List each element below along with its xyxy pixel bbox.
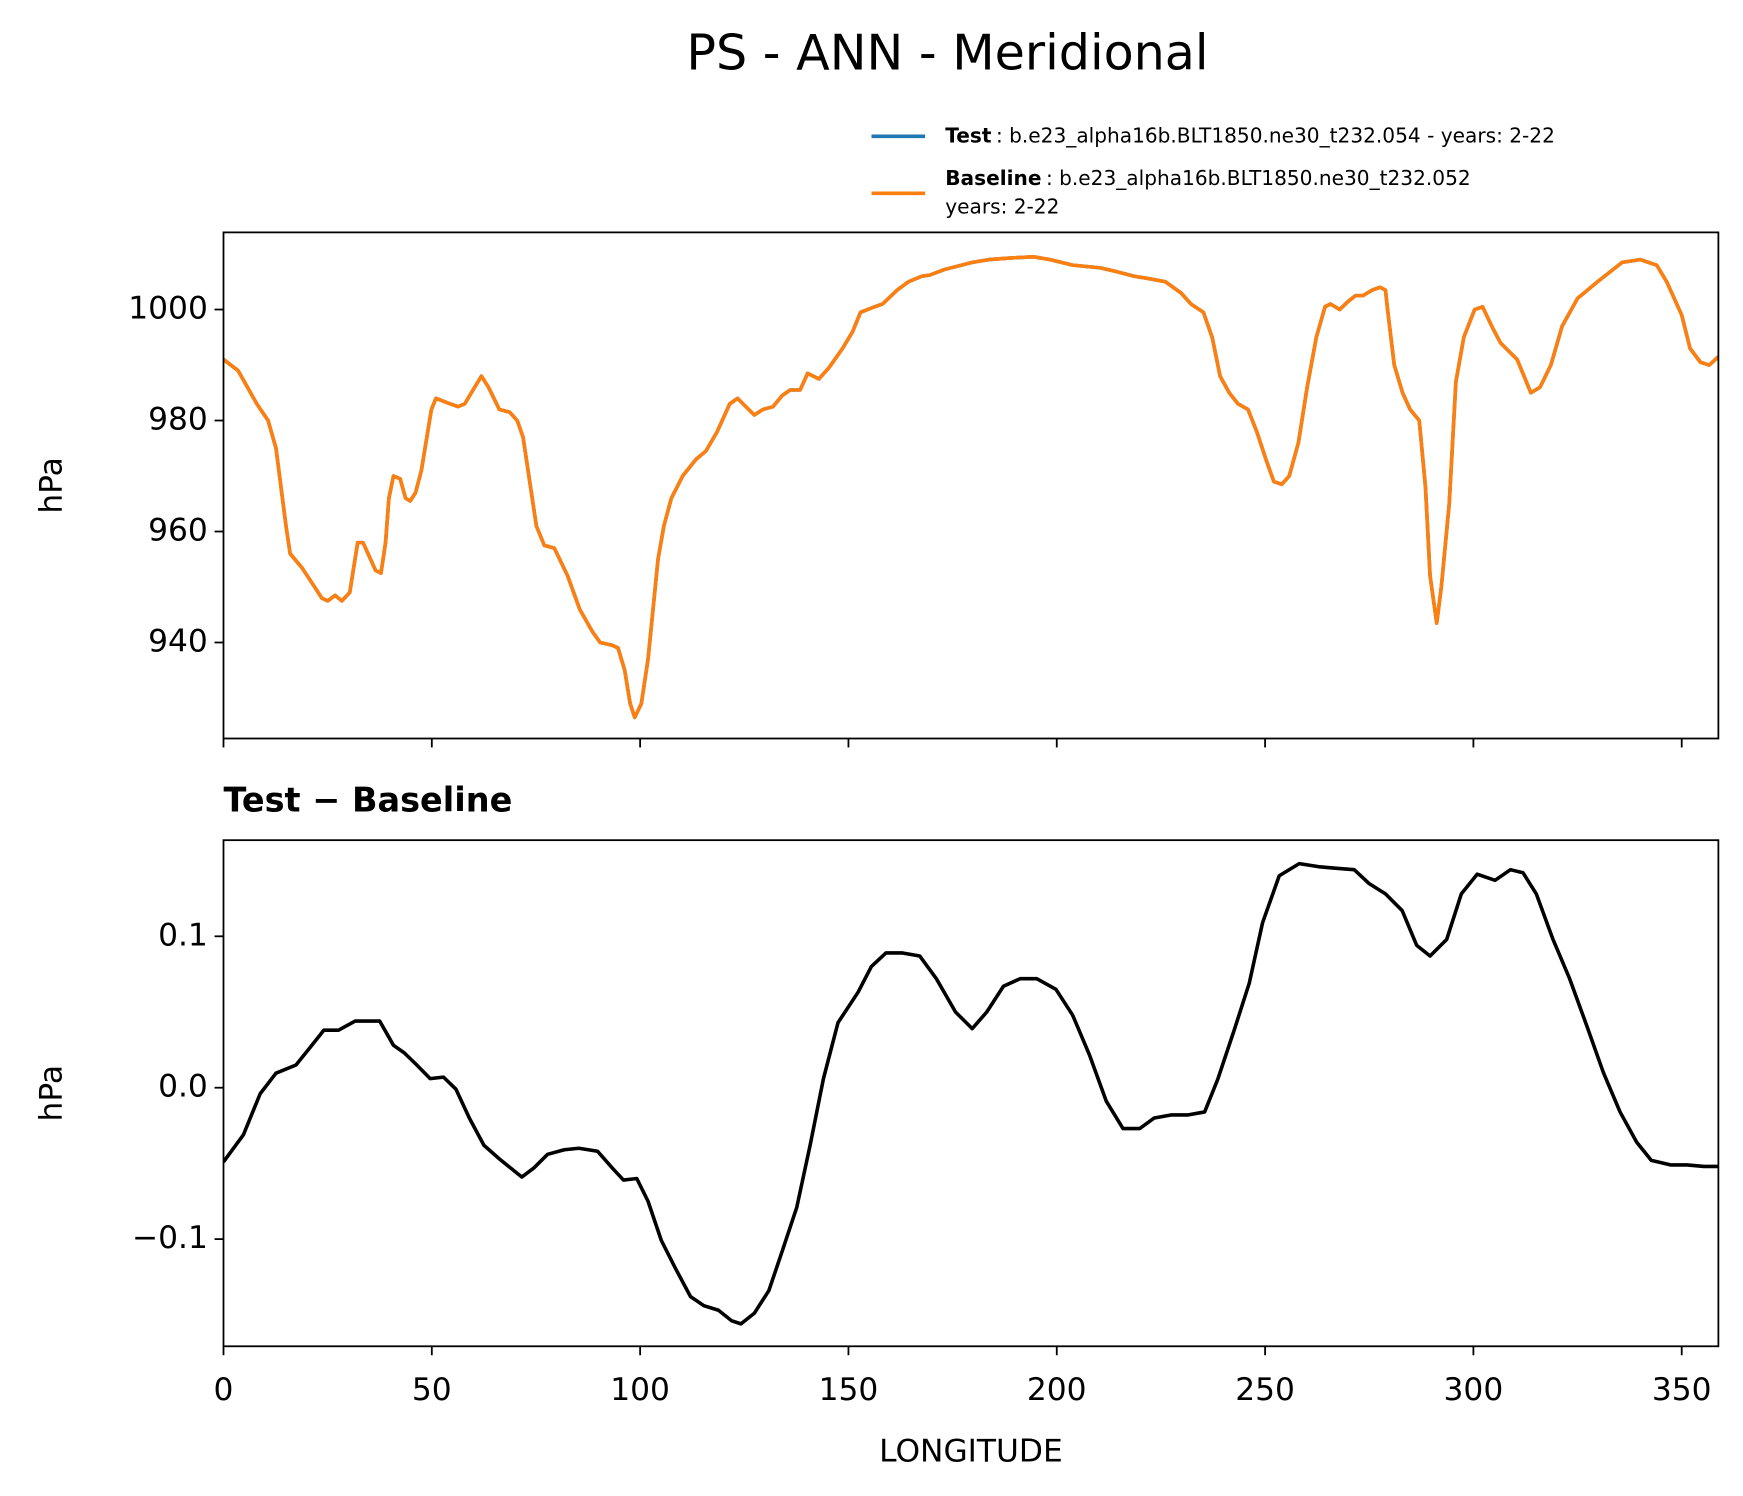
x-tick-label: 150 xyxy=(819,1372,879,1408)
legend-entry: Test: b.e23_alpha16b.BLT1850.ne30_t232.0… xyxy=(945,123,1555,147)
chart-title: PS - ANN - Meridional xyxy=(686,23,1208,81)
x-tick-label: 0 xyxy=(214,1372,234,1408)
y-axis-label: hPa xyxy=(34,457,70,513)
x-tick-label: 300 xyxy=(1444,1372,1504,1408)
x-tick-label: 200 xyxy=(1027,1372,1087,1408)
legend-name: Test xyxy=(945,123,992,147)
legend-name: Baseline xyxy=(945,165,1041,189)
x-tick-label: 350 xyxy=(1652,1372,1712,1408)
legend-description: : b.e23_alpha16b.BLT1850.ne30_t232.054 -… xyxy=(996,123,1555,147)
y-tick-label: 0.0 xyxy=(158,1069,208,1105)
data-line xyxy=(223,255,1719,720)
legend-description: years: 2-22 xyxy=(945,194,1059,218)
x-tick-label: 50 xyxy=(412,1372,452,1408)
legend-description: : b.e23_alpha16b.BLT1850.ne30_t232.052 xyxy=(1046,165,1471,189)
y-tick-label: −0.1 xyxy=(132,1220,208,1256)
y-tick-label: 980 xyxy=(148,402,208,438)
subplot-title: Test − Baseline xyxy=(223,781,512,820)
y-tick-label: 0.1 xyxy=(158,917,208,953)
y-tick-label: 1000 xyxy=(128,291,208,327)
axes-frame xyxy=(222,231,1720,740)
x-tick-label: 250 xyxy=(1235,1372,1295,1408)
data-line xyxy=(223,861,1719,1326)
legend-entry: Baseline: b.e23_alpha16b.BLT1850.ne30_t2… xyxy=(945,165,1470,189)
x-axis-label: LONGITUDE xyxy=(879,1433,1063,1469)
x-tick-label: 100 xyxy=(610,1372,670,1408)
y-tick-label: 960 xyxy=(148,513,208,549)
y-axis-label: hPa xyxy=(34,1065,70,1121)
axes-frame xyxy=(222,839,1720,1348)
y-tick-label: 940 xyxy=(148,623,208,659)
